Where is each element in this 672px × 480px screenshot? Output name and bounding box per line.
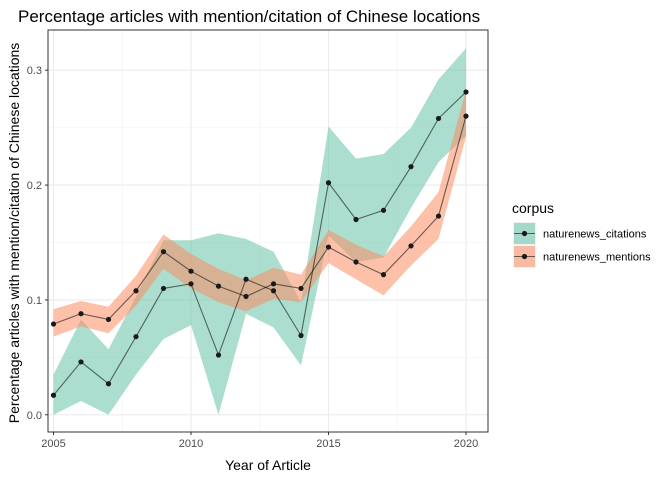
y-tick-label: 0.3: [27, 65, 42, 77]
ribbon-naturenews_mentions: [53, 89, 466, 337]
ribbon-naturenews_citations: [53, 48, 466, 415]
y-axis-title: Percentage articles with mention/citatio…: [6, 43, 22, 424]
point-naturenews_citations: [133, 334, 139, 340]
point-naturenews_mentions: [380, 272, 387, 278]
point-naturenews_mentions: [215, 283, 222, 289]
x-tick-label: 2005: [41, 438, 65, 450]
y-tick-label: 0.2: [27, 180, 42, 192]
point-naturenews_citations: [188, 281, 194, 287]
point-naturenews_mentions: [463, 113, 469, 119]
point-naturenews_mentions: [243, 293, 249, 300]
x-tick-label: 2010: [179, 438, 203, 450]
point-naturenews_citations: [50, 392, 57, 398]
point-naturenews_citations: [243, 276, 249, 282]
y-tick-label: 0.0: [27, 410, 42, 422]
x-axis-title: Year of Article: [225, 457, 311, 473]
point-naturenews_mentions: [50, 321, 57, 327]
point-naturenews_mentions: [78, 311, 84, 317]
line-naturenews_mentions: [53, 115, 467, 325]
chart-title: Percentage articles with mention/citatio…: [18, 7, 480, 26]
point-naturenews_citations: [380, 207, 387, 213]
legend-key-point: [521, 230, 528, 237]
point-naturenews_citations: [160, 285, 167, 292]
point-naturenews_mentions: [270, 281, 277, 287]
point-naturenews_citations: [353, 216, 359, 223]
point-naturenews_citations: [325, 180, 332, 186]
point-naturenews_mentions: [188, 268, 194, 274]
legend-key-point: [521, 253, 528, 260]
point-naturenews_citations: [105, 381, 112, 387]
point-naturenews_mentions: [160, 249, 167, 255]
point-naturenews_mentions: [408, 243, 414, 249]
y-tick-label: 0.1: [27, 295, 42, 307]
point-naturenews_mentions: [435, 213, 442, 219]
point-naturenews_citations: [408, 164, 414, 170]
point-naturenews_citations: [435, 115, 442, 122]
panel-border: [47, 29, 489, 433]
point-naturenews_mentions: [325, 244, 332, 250]
legend: corpus naturenews_citations naturenews_me…: [512, 200, 651, 268]
point-naturenews_citations: [270, 288, 277, 294]
legend-label-naturenews_mentions: naturenews_mentions: [543, 252, 651, 264]
point-naturenews_citations: [78, 359, 84, 365]
legend-label-naturenews_citations: naturenews_citations: [543, 229, 647, 241]
point-naturenews_mentions: [353, 259, 359, 265]
point-naturenews_mentions: [133, 288, 139, 294]
point-naturenews_citations: [215, 352, 222, 358]
x-tick-label: 2020: [454, 438, 478, 450]
legend-title: corpus: [512, 200, 554, 216]
point-naturenews_citations: [298, 332, 304, 339]
x-tick-label: 2015: [316, 438, 340, 450]
plot-panel: [45, 29, 489, 435]
point-naturenews_citations: [463, 89, 469, 95]
point-naturenews_mentions: [298, 285, 304, 292]
point-naturenews_mentions: [105, 316, 112, 323]
line-naturenews_citations: [53, 91, 467, 396]
